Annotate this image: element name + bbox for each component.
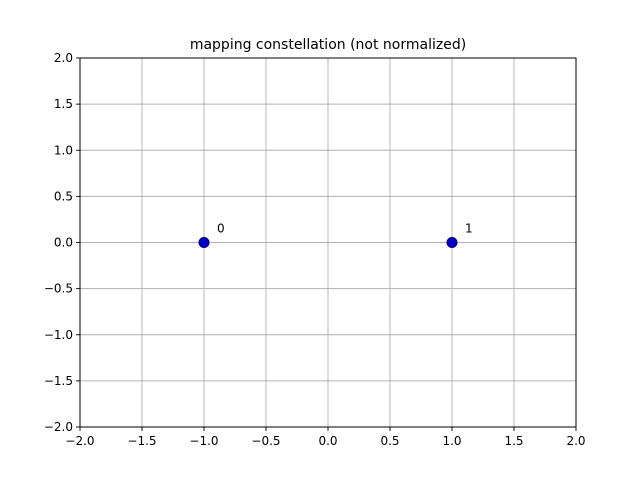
y-tick-label: 2.0 xyxy=(54,51,73,65)
chart-title: mapping constellation (not normalized) xyxy=(190,37,466,53)
data-point-label: 1 xyxy=(465,222,473,236)
y-tick-label: 1.0 xyxy=(54,143,73,157)
y-tick-label: −2.0 xyxy=(44,420,73,434)
x-tick-label: −0.5 xyxy=(251,434,280,448)
y-tick-label: 0.5 xyxy=(54,189,73,203)
x-tick-label: −1.5 xyxy=(127,434,156,448)
x-tick-label: 1.0 xyxy=(442,434,461,448)
y-axis: −2.0 −1.5 −1.0 −0.5 0.0 0.5 1.0 1.5 2.0 xyxy=(44,51,80,434)
x-tick-label: 0.5 xyxy=(380,434,399,448)
x-tick-label: −1.0 xyxy=(189,434,218,448)
y-tick-label: −1.0 xyxy=(44,328,73,342)
y-tick-label: 0.0 xyxy=(54,236,73,250)
data-point-label: 0 xyxy=(217,222,225,236)
x-tick-label: 2.0 xyxy=(566,434,585,448)
grid xyxy=(79,57,577,428)
x-tick-label: −2.0 xyxy=(65,434,94,448)
x-tick-label: 0.0 xyxy=(318,434,337,448)
y-tick-label: −1.5 xyxy=(44,374,73,388)
y-tick-label: −0.5 xyxy=(44,282,73,296)
y-tick-label: 1.5 xyxy=(54,97,73,111)
x-tick-label: 1.5 xyxy=(504,434,523,448)
x-axis: −2.0 −1.5 −1.0 −0.5 0.0 0.5 1.0 1.5 2.0 xyxy=(65,427,586,448)
data-point xyxy=(446,237,458,248)
data-point xyxy=(198,237,210,248)
